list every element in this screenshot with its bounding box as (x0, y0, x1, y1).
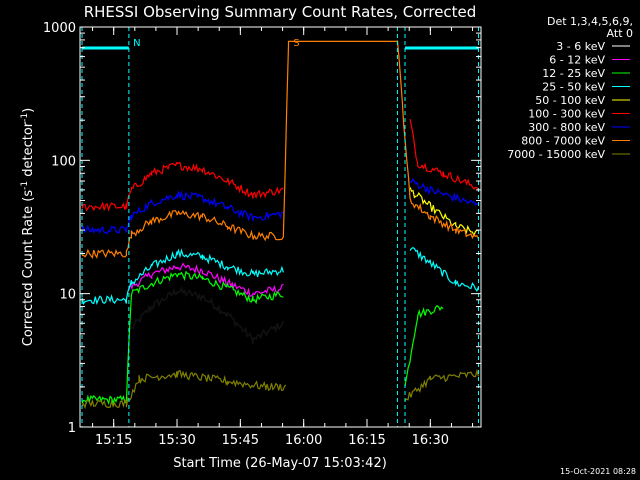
timestamp: 15-Oct-2021 08:28 (560, 467, 636, 476)
y-label-mid: detector (21, 121, 36, 181)
x-tick-label: 15:30 (158, 433, 195, 448)
series-line-100-300-kev (81, 118, 480, 212)
series-line-25-50-kev (81, 247, 480, 306)
legend-header-detectors: Det 1,3,4,5,6,9, (547, 15, 633, 28)
legend-label-50-100-kev: 50 - 100 keV (535, 94, 605, 107)
y-tick-label: 10 (59, 288, 76, 303)
y-label-pre: Corrected Count Rate (s (21, 190, 36, 347)
legend-label-800-7000-kev: 800 - 7000 keV (521, 135, 605, 148)
series-line-300-800-kev (81, 177, 479, 235)
legend-label-7000-15000-kev: 7000 - 15000 keV (507, 148, 605, 161)
x-axis: 15:15 15:30 15:45 16:00 16:15 16:30 (92, 27, 474, 448)
legend-header-attenuator: Att 0 (607, 27, 633, 40)
legend-label-12-25-kev: 12 - 25 keV (542, 67, 605, 80)
series-line-50-100-kev (409, 187, 479, 237)
legend-label-25-50-kev: 25 - 50 keV (542, 81, 605, 94)
series-line-6-12-kev (128, 262, 284, 297)
series-layer (81, 40, 480, 410)
marker-letter-s: S (293, 38, 299, 49)
y-label-post: ) (21, 108, 36, 113)
series-line-12-25-kev (81, 270, 444, 406)
y-tick-label: 1 (68, 421, 76, 436)
series-line-800-7000-kev (81, 40, 480, 259)
y-axis: 1 10 100 1000 (43, 21, 481, 436)
y-tick-label: 100 (51, 154, 76, 169)
y-tick-label: 1000 (43, 21, 76, 36)
x-tick-label: 16:15 (348, 433, 385, 448)
legend-label-6-12-kev: 6 - 12 keV (549, 54, 605, 67)
y-label-sup2: -1 (20, 113, 30, 122)
marker-letter-n: N (133, 38, 140, 49)
y-label-sup1: -1 (20, 181, 30, 190)
x-tick-label: 15:45 (222, 433, 259, 448)
chart-title: RHESSI Observing Summary Count Rates, Co… (84, 3, 477, 21)
y-axis-label: Corrected Count Rate (s-1 detector-1) (20, 108, 36, 346)
legend-label-300-800-kev: 300 - 800 keV (528, 121, 605, 134)
legend-label-3-6-kev: 3 - 6 keV (556, 40, 605, 53)
x-tick-label: 15:15 (95, 433, 132, 448)
plot-frame (79, 26, 482, 428)
series-line-7000-15000-kev (81, 368, 480, 410)
x-tick-label: 16:00 (285, 433, 322, 448)
x-axis-label: Start Time (26-May-07 15:03:42) (173, 456, 387, 471)
series-line-3-6-kev (130, 285, 285, 344)
x-tick-label: 16:30 (412, 433, 449, 448)
legend-label-100-300-kev: 100 - 300 keV (528, 108, 605, 121)
